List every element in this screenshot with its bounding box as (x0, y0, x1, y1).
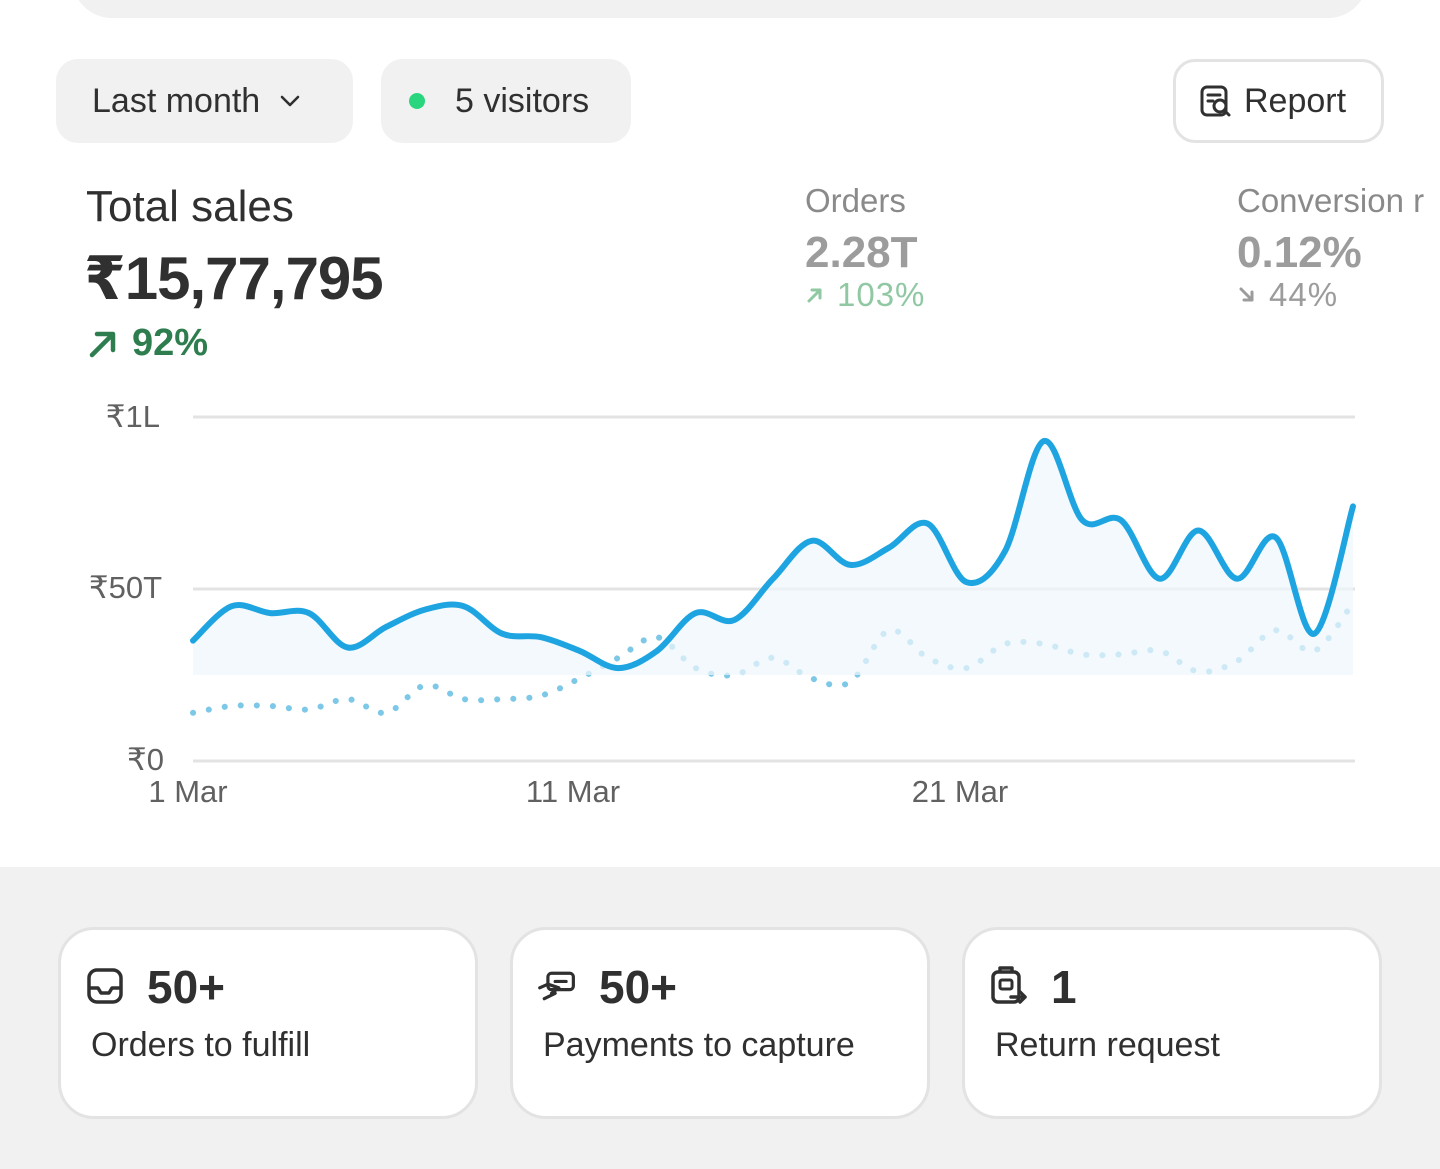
total-sales-title: Total sales (86, 182, 294, 231)
task-label: Return request (995, 1026, 1220, 1064)
conversion-label: Conversion r (1237, 182, 1425, 219)
period-label: Last month (92, 81, 261, 120)
y-tick-label: ₹50T (89, 570, 162, 605)
orders-value: 2.28T (805, 228, 918, 277)
conversion-value: 0.12% (1237, 228, 1362, 277)
task-label: Orders to fulfill (91, 1026, 311, 1064)
total-sales-change-value: 92% (132, 322, 209, 364)
inbox-icon (87, 968, 123, 1004)
task-card-orders[interactable]: 50+ Orders to fulfill (58, 927, 478, 1119)
total-sales-value: ₹15,77,795 (84, 245, 384, 312)
previous-card-edge (72, 0, 1368, 18)
period-selector[interactable]: Last month (56, 59, 353, 143)
task-card-payments[interactable]: 50+ Payments to capture (510, 927, 930, 1119)
report-search-icon (1200, 85, 1231, 117)
conversion-change-value: 44% (1269, 276, 1339, 313)
task-label: Payments to capture (543, 1026, 855, 1064)
series-layer (190, 438, 1356, 716)
task-count: 50+ (599, 961, 678, 1013)
task-count: 50+ (147, 961, 226, 1013)
sales-series-line (190, 438, 1356, 672)
orders-label: Orders (805, 182, 906, 219)
task-card-returns[interactable]: 1 Return request (962, 927, 1382, 1119)
y-tick-label: ₹1L (106, 399, 160, 434)
x-tick-label: 1 Mar (148, 774, 227, 809)
chevron-down-icon (280, 95, 300, 107)
arrow-up-right-icon (89, 331, 116, 357)
total-sales-change: 92% (86, 322, 208, 365)
series-area (193, 440, 1353, 675)
orders-change-value: 103% (837, 276, 926, 313)
sales-chart: ₹1L ₹50T ₹0 1 Mar 11 Mar 21 Mar (89, 399, 1356, 809)
return-icon (991, 966, 1027, 1004)
arrow-up-right-icon (807, 288, 822, 303)
live-dot-icon (409, 93, 425, 109)
cash-icon (538, 971, 575, 1001)
x-tick-label: 11 Mar (526, 774, 620, 809)
task-count: 1 (1051, 961, 1077, 1013)
conversion-change: 44% (1237, 276, 1338, 314)
report-button[interactable]: Report (1173, 59, 1384, 143)
visitors-label: 5 visitors (455, 81, 590, 120)
y-tick-label: ₹0 (127, 742, 164, 777)
orders-change: 103% (805, 276, 925, 314)
report-label: Report (1244, 81, 1347, 120)
live-visitors-button[interactable]: 5 visitors (381, 59, 631, 143)
x-tick-label: 21 Mar (912, 774, 1008, 809)
arrow-down-right-icon (1239, 287, 1254, 302)
